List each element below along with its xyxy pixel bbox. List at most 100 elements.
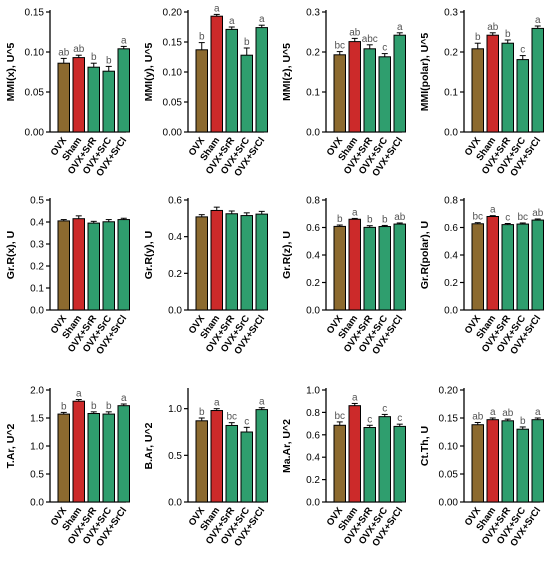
y-tick-label: 0.15: [439, 414, 459, 425]
y-tick-label: 1.5: [30, 414, 44, 425]
significance-letter: a: [352, 207, 358, 218]
bar: [393, 223, 406, 311]
y-tick-label: 0.4: [444, 251, 458, 262]
y-tick-label: 0.05: [163, 98, 183, 109]
y-tick-label: 0.0: [168, 498, 182, 509]
y-tick-label: 0.6: [444, 223, 458, 234]
significance-letter: ab: [58, 47, 70, 58]
significance-letter: c: [505, 213, 510, 224]
significance-letter: b: [505, 29, 511, 40]
y-tick-label: 0.10: [439, 442, 459, 453]
significance-letter: c: [244, 416, 249, 427]
y-tick-label: 0.0: [444, 306, 458, 317]
y-tick-label: 0.00: [25, 128, 45, 139]
bar: [501, 420, 514, 503]
bar: [255, 27, 268, 133]
bar: [486, 419, 499, 503]
bar: [87, 66, 100, 133]
significance-letter: a: [259, 14, 265, 25]
significance-letter: a: [76, 389, 82, 400]
y-tick-label: 0.6: [306, 430, 320, 441]
significance-letter: b: [61, 401, 67, 412]
y-tick-label: 0.4: [306, 453, 320, 464]
bar: [117, 48, 130, 133]
significance-letter: b: [106, 401, 112, 412]
bar: [486, 34, 499, 133]
y-axis-label: MMI(polar), U^5: [419, 33, 431, 112]
y-tick-label: 0.3: [306, 8, 320, 19]
bar: [210, 209, 223, 311]
y-axis-label: MMI(y), U^5: [143, 43, 155, 102]
chart-panel: 0.00.20.40.60.81.0Ma.Ar, U^2bcOVXaShamcO…: [281, 386, 406, 549]
y-tick-label: 0.1: [444, 88, 458, 99]
significance-letter: a: [535, 15, 541, 26]
y-tick-label: 0.0: [444, 128, 458, 139]
significance-letter: bc: [334, 41, 345, 52]
bar: [117, 219, 130, 311]
y-tick-label: 1.0: [30, 442, 44, 453]
chart-panel: 0.00.51.0B.Ar, U^2bOVXaShambcOVX+SrRcOVX…: [143, 388, 268, 549]
significance-letter: ab: [532, 208, 544, 219]
y-tick-label: 0.15: [25, 8, 45, 19]
bar: [225, 28, 238, 133]
y-tick-label: 0.20: [163, 8, 183, 19]
y-axis-label: Gr.R(z), U: [281, 231, 293, 279]
bar: [255, 409, 268, 503]
significance-letter: bc: [517, 212, 528, 223]
bar: [393, 34, 406, 133]
y-tick-label: 0.3: [30, 240, 44, 251]
y-tick-label: 0.4: [306, 251, 320, 262]
chart-panel: 0.00.51.01.52.0T.Ar, U^2bOVXaShambOVX+Sr…: [5, 386, 130, 549]
significance-letter: a: [121, 35, 127, 46]
y-tick-label: 0.8: [444, 196, 458, 207]
y-tick-label: 0.00: [439, 498, 459, 509]
significance-letter: ab: [349, 27, 361, 38]
bar: [225, 213, 238, 311]
bar: [102, 221, 115, 311]
chart-panel: 0.00.20.40.60.8Gr.R(z), UbOVXaShambOVX+S…: [281, 196, 406, 357]
y-tick-label: 1.0: [306, 386, 320, 397]
y-tick-label: 0.5: [168, 451, 182, 462]
y-tick-label: 0.2: [168, 269, 182, 280]
y-tick-label: 0.1: [306, 88, 320, 99]
significance-letter: a: [490, 407, 496, 418]
y-axis-label: Gr.R(polar), U: [419, 221, 431, 289]
y-tick-label: 0.4: [168, 232, 182, 243]
y-axis-label: T.Ar, U^2: [5, 424, 17, 469]
y-tick-label: 2.0: [30, 386, 44, 397]
bar: [471, 48, 484, 133]
y-tick-label: 0.05: [439, 470, 459, 481]
significance-letter: ab: [487, 22, 499, 33]
bar: [102, 70, 115, 133]
bar: [333, 225, 346, 311]
y-tick-label: 0.20: [439, 386, 459, 397]
bar: [378, 56, 391, 133]
significance-letter: b: [337, 214, 343, 225]
bar: [516, 223, 529, 311]
bar: [516, 428, 529, 503]
y-tick-label: 0.1: [30, 284, 44, 295]
significance-letter: ab: [73, 44, 85, 55]
y-tick-label: 0.10: [163, 68, 183, 79]
bar: [195, 49, 208, 133]
bar: [240, 54, 253, 133]
bar: [531, 27, 544, 133]
bar: [72, 57, 85, 133]
y-tick-label: 0.2: [306, 278, 320, 289]
bar: [333, 424, 346, 503]
bar: [72, 218, 85, 311]
bar: [87, 413, 100, 503]
significance-letter: b: [91, 52, 97, 63]
bar: [516, 59, 529, 133]
significance-letter: ab: [394, 212, 406, 223]
bar: [57, 220, 70, 311]
bar: [501, 224, 514, 311]
bar: [57, 413, 70, 503]
bar: [378, 226, 391, 311]
y-tick-label: 0.4: [30, 218, 44, 229]
